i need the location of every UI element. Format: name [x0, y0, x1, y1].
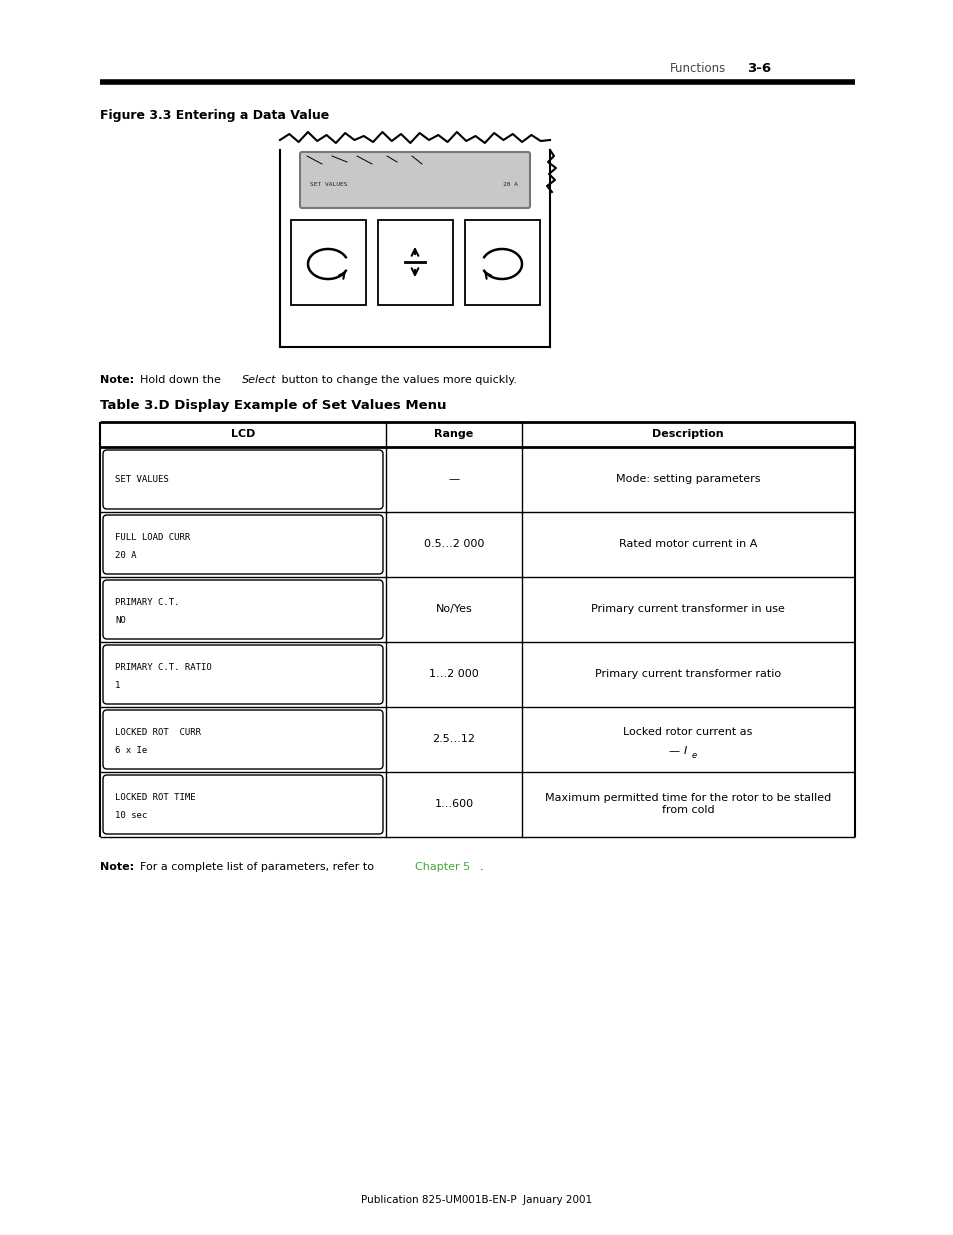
Text: Description: Description	[652, 429, 723, 438]
Text: Table 3.D Display Example of Set Values Menu: Table 3.D Display Example of Set Values …	[100, 399, 446, 412]
Text: 10 sec: 10 sec	[115, 811, 147, 820]
Text: Hold down the: Hold down the	[132, 375, 224, 385]
Text: Mode: setting parameters: Mode: setting parameters	[615, 474, 760, 484]
Text: LOCKED ROT  CURR: LOCKED ROT CURR	[115, 727, 201, 737]
Text: Note:: Note:	[100, 375, 134, 385]
FancyBboxPatch shape	[103, 580, 382, 638]
Text: —: —	[668, 746, 679, 756]
Text: —: —	[448, 474, 459, 484]
Text: Functions: Functions	[669, 62, 725, 74]
Text: .: .	[479, 862, 483, 872]
Text: Locked rotor current as: Locked rotor current as	[622, 726, 752, 737]
Text: PRIMARY C.T.: PRIMARY C.T.	[115, 598, 179, 606]
Text: 1…600: 1…600	[434, 799, 473, 809]
Text: Maximum permitted time for the rotor to be stalled
from cold: Maximum permitted time for the rotor to …	[544, 793, 830, 815]
Text: button to change the values more quickly.: button to change the values more quickly…	[277, 375, 517, 385]
Text: PRIMARY C.T. RATIO: PRIMARY C.T. RATIO	[115, 663, 212, 672]
Text: Rated motor current in A: Rated motor current in A	[618, 538, 757, 550]
Text: Primary current transformer ratio: Primary current transformer ratio	[595, 669, 781, 679]
Text: 20 A: 20 A	[502, 182, 517, 186]
Text: Note:: Note:	[100, 862, 134, 872]
Text: FULL LOAD CURR: FULL LOAD CURR	[115, 532, 190, 542]
Text: 1…2 000: 1…2 000	[429, 669, 478, 679]
Bar	[377, 220, 453, 305]
Text: 6 x Ie: 6 x Ie	[115, 746, 147, 756]
Text: Range: Range	[434, 429, 473, 438]
Text: LCD: LCD	[231, 429, 254, 438]
FancyBboxPatch shape	[299, 152, 530, 207]
Text: LOCKED ROT TIME: LOCKED ROT TIME	[115, 793, 195, 802]
Text: SET VALUES: SET VALUES	[115, 475, 169, 484]
Text: Figure 3.3 Entering a Data Value: Figure 3.3 Entering a Data Value	[100, 109, 329, 121]
Bar	[464, 220, 539, 305]
Bar	[291, 220, 366, 305]
Text: 20 A: 20 A	[115, 551, 136, 561]
Text: 3-6: 3-6	[746, 62, 770, 74]
Text: 1: 1	[115, 682, 120, 690]
FancyBboxPatch shape	[103, 645, 382, 704]
Text: SET VALUES: SET VALUES	[310, 182, 347, 186]
Text: e: e	[691, 751, 697, 760]
Text: 2.5…12: 2.5…12	[432, 734, 475, 743]
Text: NO: NO	[115, 616, 126, 625]
FancyBboxPatch shape	[103, 776, 382, 834]
FancyBboxPatch shape	[103, 450, 382, 509]
Text: I: I	[683, 746, 686, 756]
Text: No/Yes: No/Yes	[436, 604, 472, 614]
Text: Select: Select	[242, 375, 276, 385]
Text: Primary current transformer in use: Primary current transformer in use	[591, 604, 784, 614]
FancyBboxPatch shape	[103, 710, 382, 769]
Text: Publication 825-UM001B-EN-P  January 2001: Publication 825-UM001B-EN-P January 2001	[361, 1195, 592, 1205]
Text: 0.5…2 000: 0.5…2 000	[423, 538, 484, 550]
Text: Chapter 5: Chapter 5	[415, 862, 470, 872]
Text: For a complete list of parameters, refer to: For a complete list of parameters, refer…	[132, 862, 377, 872]
FancyBboxPatch shape	[103, 515, 382, 574]
